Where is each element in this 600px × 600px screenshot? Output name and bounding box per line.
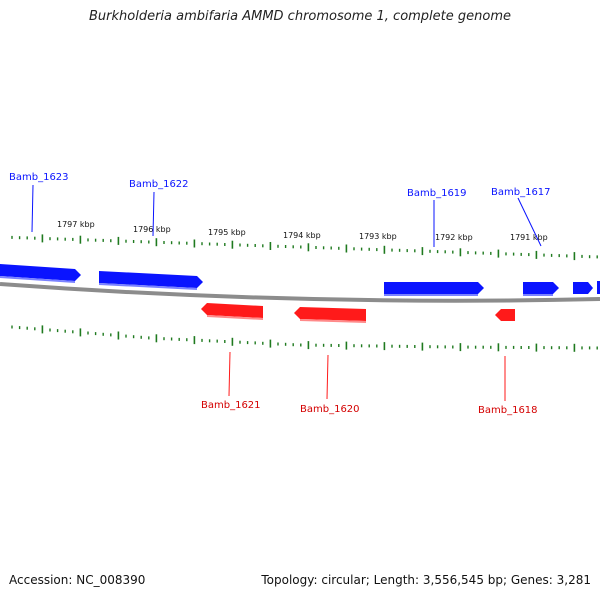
scale-label: 1793 kbp bbox=[359, 232, 397, 241]
scale-label: 1796 kbp bbox=[133, 225, 171, 234]
gene-bamb-1623-arrow[interactable] bbox=[0, 264, 81, 283]
gene-bamb-1620-arrow[interactable] bbox=[294, 307, 366, 323]
gene-label-bamb-1623[interactable]: Bamb_1623 bbox=[9, 172, 69, 183]
genome-title: Burkholderia ambifaria AMMD chromosome 1… bbox=[88, 9, 512, 24]
gene-bamb-1618-arrow[interactable] bbox=[495, 309, 515, 321]
gene-features bbox=[0, 264, 600, 323]
scale-labels: 1797 kbp 1796 kbp 1795 kbp 1794 kbp 1793… bbox=[57, 220, 548, 242]
callout-line bbox=[517, 197, 542, 247]
callout-line bbox=[152, 191, 155, 237]
gene-callouts: Bamb_1623 Bamb_1622 Bamb_1619 Bamb_1617 … bbox=[9, 172, 551, 416]
gene-label-bamb-1620[interactable]: Bamb_1620 bbox=[300, 404, 360, 415]
callout-line bbox=[326, 354, 329, 400]
gene-label-bamb-1619[interactable]: Bamb_1619 bbox=[407, 188, 467, 199]
scale-label: 1795 kbp bbox=[208, 228, 246, 237]
scale-label: 1794 kbp bbox=[283, 231, 321, 240]
callout-line bbox=[228, 351, 231, 397]
callout-line bbox=[31, 184, 34, 233]
gene-label-bamb-1622[interactable]: Bamb_1622 bbox=[129, 179, 189, 190]
scale-ticks bbox=[11, 234, 598, 352]
gene-label-bamb-1621[interactable]: Bamb_1621 bbox=[201, 400, 261, 411]
gene-bamb-1617-arrow[interactable] bbox=[523, 282, 559, 296]
chromosome-backbone bbox=[0, 282, 600, 303]
gene-label-bamb-1617[interactable]: Bamb_1617 bbox=[491, 187, 551, 198]
gene-partial-2-arrow[interactable] bbox=[597, 281, 600, 294]
scale-label: 1791 kbp bbox=[510, 233, 548, 242]
gene-label-bamb-1618[interactable]: Bamb_1618 bbox=[478, 405, 538, 416]
accession-text: Accession: NC_008390 bbox=[9, 573, 146, 587]
gene-bamb-1619-arrow[interactable] bbox=[384, 282, 484, 296]
scale-label: 1797 kbp bbox=[57, 220, 95, 229]
gene-bamb-1621-arrow[interactable] bbox=[201, 303, 263, 320]
scale-label: 1792 kbp bbox=[435, 233, 473, 242]
gene-bamb-1622-arrow[interactable] bbox=[99, 271, 203, 290]
genome-summary-text: Topology: circular; Length: 3,556,545 bp… bbox=[261, 573, 591, 587]
gene-partial-1-arrow[interactable] bbox=[573, 282, 593, 294]
